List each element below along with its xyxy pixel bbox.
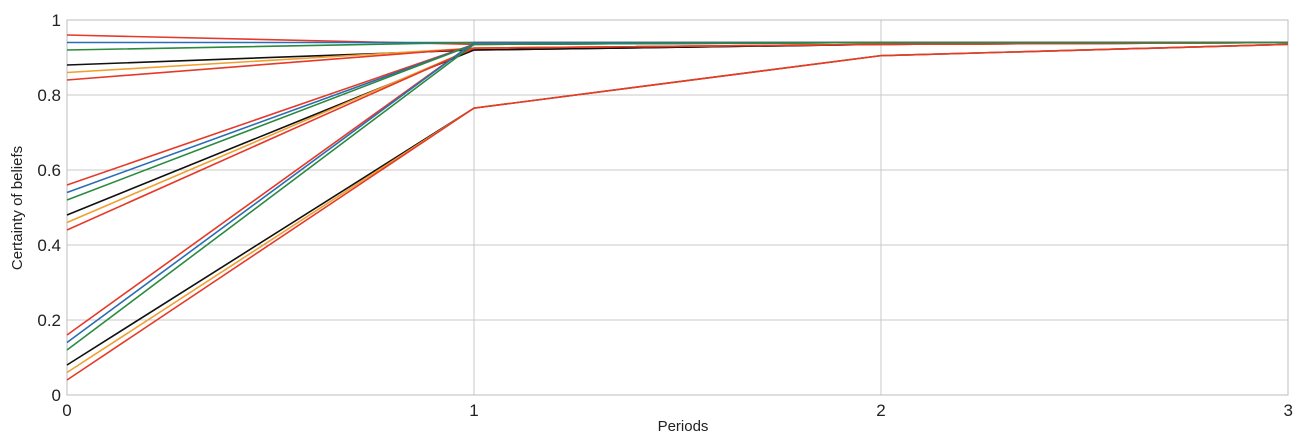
series-line-12 [66,41,1289,231]
y-tick-label: 0.6 [37,161,61,180]
series-layer [66,34,1289,381]
series-line-11 [66,41,1289,224]
series-line-14 [66,41,1288,344]
x-tick-label: 3 [1284,401,1293,420]
x-tick-label: 1 [469,401,478,420]
x-axis-title: Periods [658,418,709,434]
y-tick-label: 1 [52,11,61,30]
x-tick-label: 2 [876,401,885,420]
series-line-16 [66,43,1289,366]
plot-frame [66,19,1289,396]
y-axis-title: Certainty of beliefs [9,146,26,270]
series-line-13 [66,41,1288,336]
series-line-10 [66,41,1289,216]
x-tick-label: 0 [62,401,71,420]
y-tick-label: 0.4 [37,236,61,255]
tick-labels: 0 0.2 0.4 0.6 0.8 1 0 1 2 3 [37,11,1293,420]
y-tick-label: 0 [52,386,61,405]
series-line-18 [66,43,1289,381]
y-tick-label: 0.8 [37,86,61,105]
y-tick-label: 0.2 [37,311,61,330]
series-line-7 [66,41,1288,186]
series-line-15 [66,41,1288,351]
